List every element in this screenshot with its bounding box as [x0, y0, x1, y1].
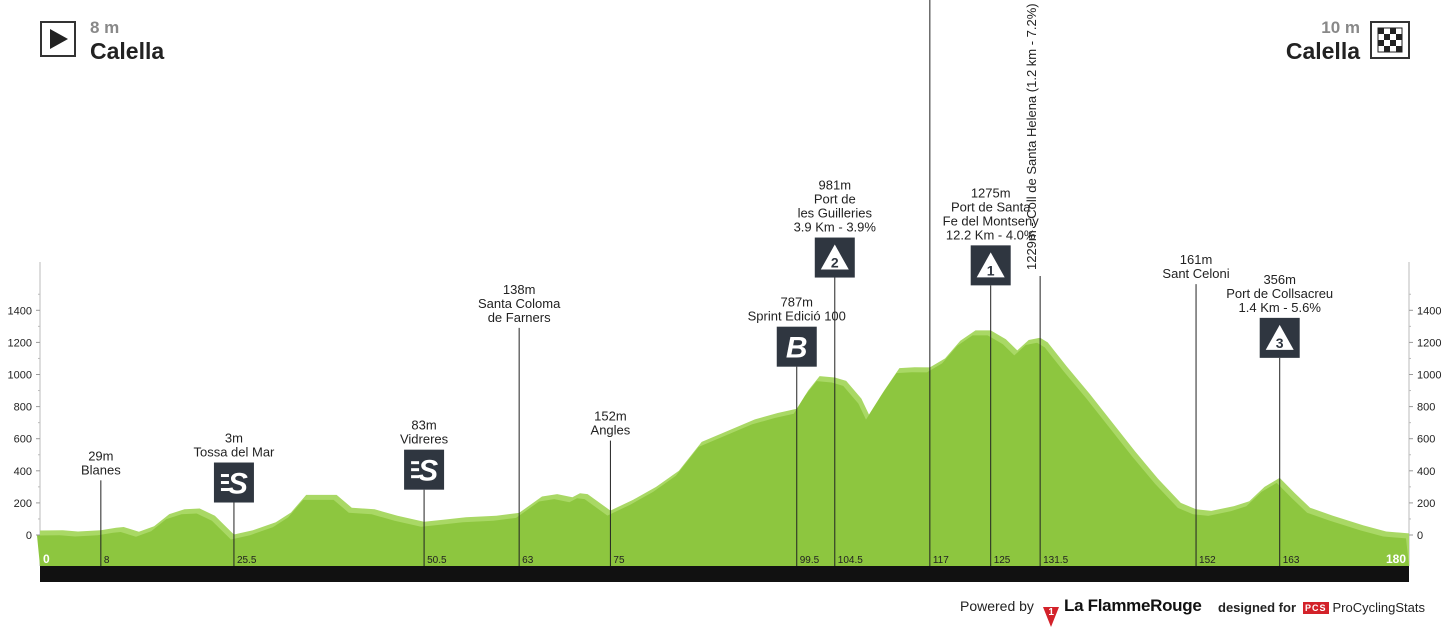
powered-by-label: Powered by	[960, 598, 1034, 614]
pcs-icon: PCS	[1303, 602, 1329, 614]
km-label: 104.5	[838, 555, 863, 566]
km-label: 8	[104, 555, 110, 566]
y-tick-label-left: 1400	[8, 305, 32, 317]
sprint-icon: S	[418, 455, 438, 488]
finish-altitude: 10 m	[1321, 18, 1360, 37]
waypoint-label-vertical: 1229m - Coll de Santa Helena (1.2 km - 7…	[1024, 3, 1039, 270]
bonus-icon: B	[786, 332, 808, 365]
waypoint-label-line: 3.9 Km - 3.9%	[794, 220, 877, 235]
waypoint-label-line: Sant Celoni	[1162, 266, 1229, 281]
y-tick-label-right: 200	[1417, 498, 1435, 510]
km-label-start: 0	[43, 552, 50, 566]
y-tick-label-left: 600	[14, 434, 32, 446]
km-label: 117	[933, 555, 949, 566]
flammerouge-logo: 1 La FlammeRouge	[1043, 596, 1202, 627]
waypoint-label-line: 152m	[594, 409, 627, 424]
waypoint-label-line: 138m	[503, 282, 536, 297]
waypoint-label-line: 981m	[819, 178, 852, 193]
waypoint-label-line: 3m	[225, 431, 243, 446]
waypoint-label-line: Port de	[814, 192, 856, 207]
km-label: 163	[1283, 555, 1300, 566]
waypoint-label-line: les Guilleries	[798, 206, 873, 221]
y-tick-label-right: 400	[1417, 466, 1435, 478]
km-label: 99.5	[800, 555, 820, 566]
y-tick-label-left: 200	[14, 498, 32, 510]
waypoint-label-line: de Farners	[488, 310, 551, 325]
badge-S	[404, 449, 445, 490]
y-tick-label-right: 1400	[1417, 305, 1441, 317]
start-town: Calella	[90, 38, 165, 64]
y-tick-label-left: 0	[26, 530, 32, 542]
km-label: 50.5	[427, 555, 447, 566]
start-altitude: 8 m	[90, 18, 120, 37]
kom-mountain-icon	[820, 244, 849, 270]
y-tick-label-left: 1000	[8, 370, 32, 382]
waypoint-label-line: 787m	[780, 295, 813, 310]
km-label: 131.5	[1043, 555, 1068, 566]
checkered-flag-icon	[1370, 21, 1410, 59]
waypoint-label-line: Vidreres	[400, 432, 449, 447]
badge-B	[776, 326, 817, 367]
waypoint-label-line: Sprint Edició 100	[748, 309, 846, 324]
base-bar	[40, 566, 1409, 582]
y-tick-label-left: 800	[14, 402, 32, 414]
play-icon	[40, 21, 76, 57]
pcs-name: ProCyclingStats	[1332, 600, 1425, 615]
waypoint-label-line: 161m	[1180, 252, 1213, 267]
terrain-area	[37, 335, 1409, 566]
waypoint-label-line: Fe del Montseny	[943, 213, 1040, 228]
brand-name: La FlammeRouge	[1064, 596, 1202, 615]
km-label-finish: 180	[1386, 552, 1406, 566]
waypoint-label-line: 29m	[88, 448, 113, 463]
waypoint-label-line: Port de Collsacreu	[1226, 286, 1333, 301]
km-label: 152	[1199, 555, 1216, 566]
kom-category-label: 2	[831, 255, 839, 271]
y-tick-label-left: 1200	[8, 337, 32, 349]
waypoint-label-line: Angles	[591, 423, 631, 438]
y-tick-label-right: 600	[1417, 434, 1435, 446]
waypoint-label-line: Blanes	[81, 462, 121, 477]
waypoint-label-line: 1275m	[971, 185, 1011, 200]
waypoint-label-line: 356m	[1263, 272, 1296, 287]
km-label: 63	[522, 555, 534, 566]
y-tick-label-right: 800	[1417, 402, 1435, 414]
km-label: 75	[613, 555, 625, 566]
waypoint-label-line: Tossa del Mar	[193, 445, 275, 460]
waypoint-label-line: Port de Santa	[951, 199, 1031, 214]
finish-town: Calella	[1285, 38, 1360, 64]
waypoint-label-line: 12.2 Km - 4.0%	[946, 227, 1036, 242]
waypoint-label-line: Santa Coloma	[478, 296, 561, 311]
sprint-icon: S	[228, 468, 248, 501]
waypoint-label-line: 1.4 Km - 5.6%	[1239, 300, 1322, 315]
designed-for-label: designed for	[1218, 600, 1297, 615]
badge-S	[213, 462, 254, 503]
waypoint-label-line: 83m	[411, 418, 436, 433]
kom-category-label: 3	[1276, 335, 1284, 351]
kom-mountain-icon	[1265, 324, 1294, 350]
procyclingstats-logo: PCS ProCyclingStats	[1303, 600, 1425, 615]
flame-icon: 1	[1043, 607, 1059, 627]
y-tick-label-right: 0	[1417, 530, 1423, 542]
kom-mountain-icon	[976, 252, 1005, 278]
kom-category-label: 1	[987, 262, 995, 278]
y-tick-label-right: 1000	[1417, 370, 1441, 382]
km-label: 25.5	[237, 555, 257, 566]
y-tick-label-left: 400	[14, 466, 32, 478]
y-tick-label-right: 1200	[1417, 337, 1441, 349]
km-label: 125	[994, 555, 1011, 566]
